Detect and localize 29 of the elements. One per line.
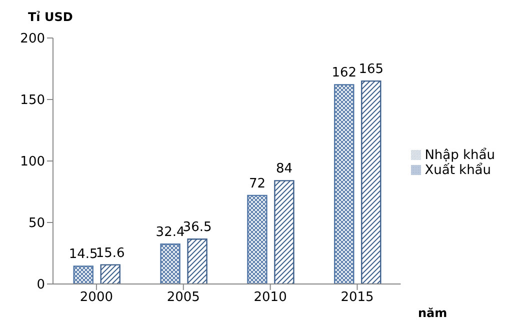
legend-label: Xuất khẩu [424, 162, 492, 178]
x-tick-label: 2000 [80, 290, 114, 306]
data-label: 72 [248, 176, 266, 192]
y-tick-label: 200 [20, 32, 45, 47]
y-tick-label: 0 [36, 278, 45, 293]
bar [100, 264, 120, 284]
data-label: 36.5 [182, 220, 212, 236]
x-tick-label: 2015 [340, 290, 374, 306]
data-label: 165 [358, 62, 384, 78]
bar [274, 180, 294, 284]
bar [334, 84, 354, 284]
x-axis-title: năm [418, 306, 448, 320]
data-label: 162 [332, 66, 357, 81]
bar [187, 238, 208, 284]
bar [361, 80, 382, 284]
data-label: 15.6 [96, 246, 125, 261]
data-label: 14.5 [68, 247, 98, 262]
y-axis-title: Tỉ USD [28, 10, 73, 24]
bar [160, 244, 180, 284]
x-tick-label: 2005 [166, 290, 200, 306]
y-tick-label: 50 [28, 216, 45, 232]
y-tick-label: 150 [20, 93, 45, 108]
data-label: 32.4 [156, 225, 185, 240]
legend-label: Nhập khẩu [424, 148, 495, 162]
y-tick-label: 100 [20, 154, 45, 170]
bar [247, 194, 268, 284]
data-label: 84 [276, 162, 292, 177]
x-tick-label: 2010 [254, 290, 287, 306]
bar [73, 266, 94, 284]
